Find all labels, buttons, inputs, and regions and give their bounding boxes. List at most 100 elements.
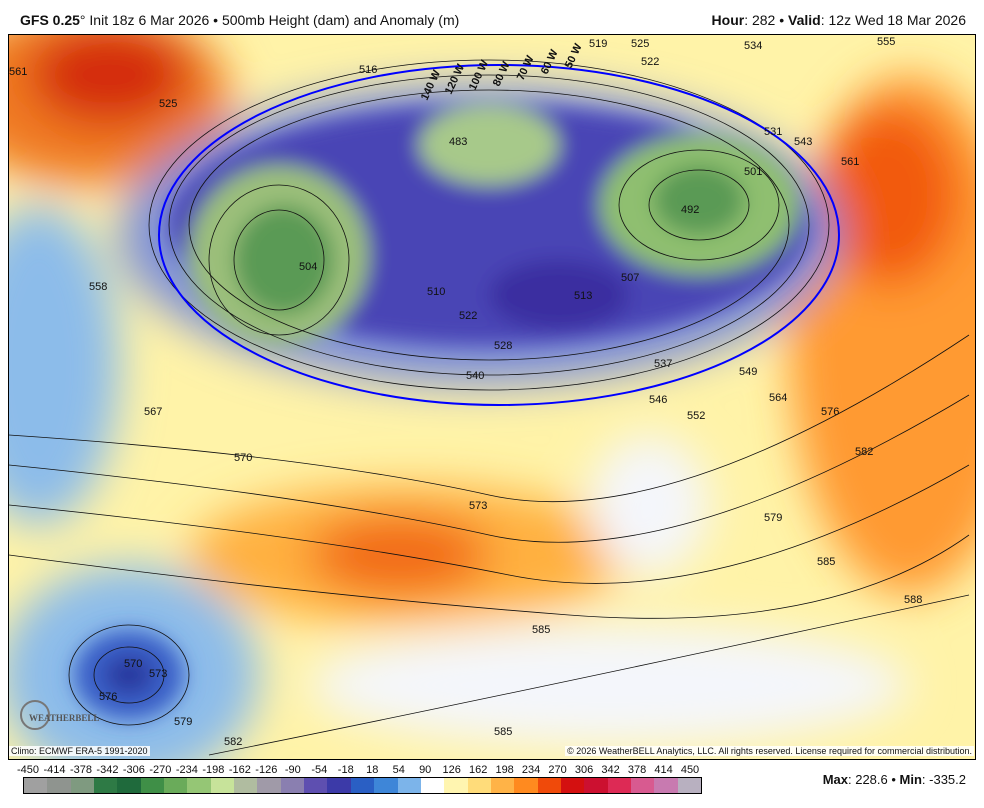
colorbar-swatch (374, 778, 398, 793)
contour-label: 585 (532, 624, 550, 636)
contour-label: 546 (649, 394, 667, 406)
contour-label: 540 (466, 370, 484, 382)
weatherbell-logo: WEATHERBELL (20, 700, 99, 730)
colorbar-tick: 198 (495, 764, 514, 776)
contour-label: 525 (631, 38, 649, 50)
colorbar-ticks: -450 -414 -378 -342 -306 -270 -234 -198 -162 -126… (14, 764, 704, 776)
colorbar-swatch (490, 778, 515, 793)
colorbar-tick: -342 (96, 764, 119, 776)
max-value: : 228.6 • (847, 772, 900, 787)
colorbar-swatch (654, 778, 678, 793)
colorbar-tick: 342 (601, 764, 620, 776)
map-title: GFS 0.25° Init 18z 6 Mar 2026 • 500mb He… (20, 12, 459, 28)
contour-label: 510 (427, 286, 445, 298)
climo-contour (158, 64, 840, 406)
colorbar-tick: 450 (680, 764, 700, 776)
colorbar-tick: 270 (548, 764, 567, 776)
contour-label: 537 (654, 358, 672, 370)
colorbar-tick: 90 (419, 764, 432, 776)
contour-label: 582 (855, 446, 873, 458)
colorbar-tick: 306 (574, 764, 594, 776)
max-label: Max (822, 772, 848, 787)
colorbar-tick: -54 (311, 764, 328, 776)
min-value: : -335.2 (921, 772, 966, 787)
contour-label: 561 (9, 66, 27, 78)
contour-label: 525 (159, 98, 177, 110)
contour-label: 579 (764, 512, 782, 524)
colorbar-swatch (117, 778, 141, 793)
colorbar-tick: -90 (284, 764, 301, 776)
contour-label: 507 (621, 272, 639, 284)
contour-label: 513 (574, 290, 592, 302)
colorbar-swatch (164, 778, 188, 793)
degree-symbol: ° (79, 12, 86, 28)
climo-note: Climo: ECMWF ERA-5 1991-2020 (9, 746, 150, 756)
colorbar-swatch (304, 778, 328, 793)
valid-value: : 12z Wed 18 Mar 2026 (820, 12, 966, 28)
colorbar-tick: 414 (654, 764, 673, 776)
contour-label: 534 (744, 40, 762, 52)
contour-label: 549 (739, 366, 757, 378)
colorbar-tick: -234 (175, 764, 198, 776)
contour-label: 564 (769, 392, 787, 404)
colorbar-swatch (630, 778, 655, 793)
colorbar-swatch (280, 778, 305, 793)
colorbar-swatch (444, 778, 468, 793)
hour-label: Hour (711, 12, 745, 28)
model-name: GFS 0.25 (20, 12, 80, 28)
colorbar-tick: -378 (69, 764, 92, 776)
colorbar-swatch (560, 778, 585, 793)
colorbar-swatch (537, 778, 561, 793)
contour-label: 582 (224, 736, 242, 748)
max-min: Max: 228.6 • Min: -335.2 (823, 772, 966, 787)
contour-label: 573 (469, 500, 487, 512)
contour-label: 552 (687, 410, 705, 422)
colorbar-tick: 378 (627, 764, 647, 776)
contour-label: 558 (89, 281, 107, 293)
colorbar-swatch (467, 778, 491, 793)
run-description: Init 18z 6 Mar 2026 • 500mb Height (dam)… (85, 12, 460, 28)
contour-label: 585 (817, 556, 835, 568)
colorbar-tick: -162 (228, 764, 251, 776)
contour-label: 531 (764, 126, 782, 138)
colorbar-swatch (397, 778, 421, 793)
contour-label: 561 (841, 156, 859, 168)
contour-label: 519 (589, 38, 607, 50)
colorbar-swatch (187, 778, 211, 793)
colorbar-tick: -306 (122, 764, 145, 776)
weather-map: 561 525 516 519 525 522 534 555 531 543 561 558 504 4… (8, 34, 976, 760)
copyright: © 2026 WeatherBELL Analytics, LLC. All r… (565, 746, 974, 756)
colorbar (23, 777, 702, 794)
contour-label: 504 (299, 261, 317, 273)
colorbar-tick: -450 (16, 764, 40, 776)
colorbar-tick: -270 (149, 764, 172, 776)
colorbar-tick: 234 (521, 764, 541, 776)
contour-label: 522 (459, 310, 477, 322)
colorbar-swatch (584, 778, 608, 793)
svg-text:WEATHERBELL: WEATHERBELL (29, 713, 99, 723)
colorbar-swatch (677, 778, 701, 793)
contour-label: 555 (877, 36, 895, 48)
contour-label: 501 (744, 166, 762, 178)
trough-shading (74, 105, 809, 720)
contour-label: 570 (234, 452, 252, 464)
colorbar-swatch (350, 778, 375, 793)
colorbar-tick: -414 (43, 764, 66, 776)
min-label: Min (899, 772, 922, 787)
colorbar-swatch (607, 778, 631, 793)
contour-label: 483 (449, 136, 467, 148)
anomaly-map-svg: 561 525 516 519 525 522 534 555 531 543 561 558 504 4… (9, 35, 975, 759)
colorbar-swatch (210, 778, 235, 793)
hour-value: : 282 • (744, 12, 789, 28)
colorbar-swatch (514, 778, 538, 793)
contour-label: 516 (359, 64, 377, 76)
height-contours (9, 59, 970, 756)
colorbar-tick: 126 (442, 764, 461, 776)
contour-label: 567 (144, 406, 162, 418)
colorbar-swatch (94, 778, 118, 793)
contour-label: 576 (99, 691, 117, 703)
colorbar-tick: -126 (255, 764, 278, 776)
colorbar-swatch (24, 778, 48, 793)
colorbar-swatch (327, 778, 351, 793)
contour-label: 570 (124, 658, 142, 670)
